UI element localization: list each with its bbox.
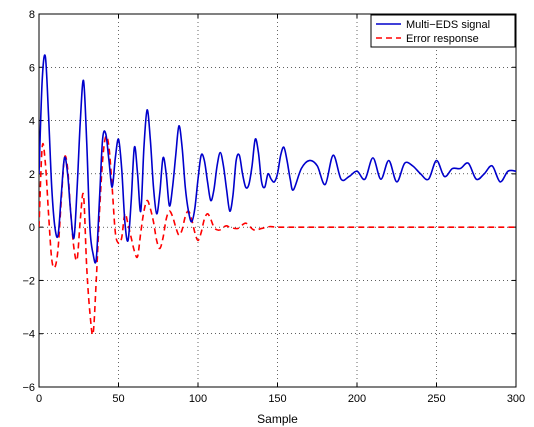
x-tick-label: 50 (112, 393, 124, 405)
data-series (39, 54, 516, 336)
x-tick-label: 200 (348, 393, 366, 405)
series-line-multi-eds-signal (39, 54, 516, 264)
y-tick-label: −6 (22, 382, 35, 394)
x-axis-label: Sample (257, 412, 298, 426)
x-tick-label: 0 (36, 393, 42, 405)
y-tick-label: −2 (22, 275, 35, 287)
series-line-error-response (39, 135, 516, 336)
legend-entry-label: Multi−EDS signal (406, 19, 490, 31)
y-tick-label: 0 (29, 222, 35, 234)
y-tick-label: 2 (29, 169, 35, 181)
y-tick-label: 6 (29, 62, 35, 74)
legend-box (370, 14, 516, 48)
x-tick-label: 300 (507, 393, 525, 405)
legend: Multi−EDS signal Error response (370, 14, 516, 48)
x-tick-label: 100 (189, 393, 207, 405)
y-tick-label: −4 (22, 329, 35, 341)
y-tick-label: 8 (29, 9, 35, 21)
x-tick-label: 150 (268, 393, 286, 405)
x-tick-label: 250 (427, 393, 445, 405)
legend-entry-label: Error response (406, 33, 479, 45)
y-tick-label: 4 (29, 116, 35, 128)
